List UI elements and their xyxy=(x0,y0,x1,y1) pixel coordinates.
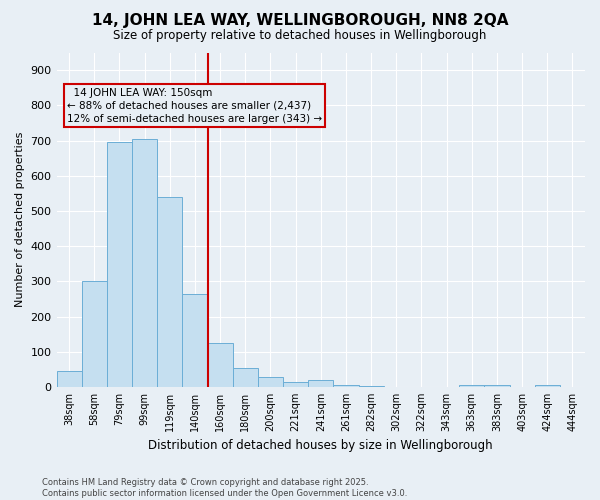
Bar xyxy=(283,382,308,387)
Text: Size of property relative to detached houses in Wellingborough: Size of property relative to detached ho… xyxy=(113,29,487,42)
Bar xyxy=(132,138,157,387)
Bar xyxy=(484,385,509,387)
Bar xyxy=(258,377,283,387)
Bar xyxy=(107,142,132,387)
Bar xyxy=(182,294,208,387)
X-axis label: Distribution of detached houses by size in Wellingborough: Distribution of detached houses by size … xyxy=(148,440,493,452)
Bar xyxy=(359,386,383,387)
Bar xyxy=(308,380,334,387)
Bar xyxy=(233,368,258,387)
Text: 14 JOHN LEA WAY: 150sqm
← 88% of detached houses are smaller (2,437)
12% of semi: 14 JOHN LEA WAY: 150sqm ← 88% of detache… xyxy=(67,88,322,124)
Bar xyxy=(56,371,82,387)
Bar xyxy=(157,197,182,387)
Bar xyxy=(82,282,107,387)
Bar xyxy=(334,385,359,387)
Text: Contains HM Land Registry data © Crown copyright and database right 2025.
Contai: Contains HM Land Registry data © Crown c… xyxy=(42,478,407,498)
Bar xyxy=(535,385,560,387)
Y-axis label: Number of detached properties: Number of detached properties xyxy=(15,132,25,308)
Bar xyxy=(208,343,233,387)
Bar xyxy=(459,385,484,387)
Text: 14, JOHN LEA WAY, WELLINGBOROUGH, NN8 2QA: 14, JOHN LEA WAY, WELLINGBOROUGH, NN8 2Q… xyxy=(92,12,508,28)
